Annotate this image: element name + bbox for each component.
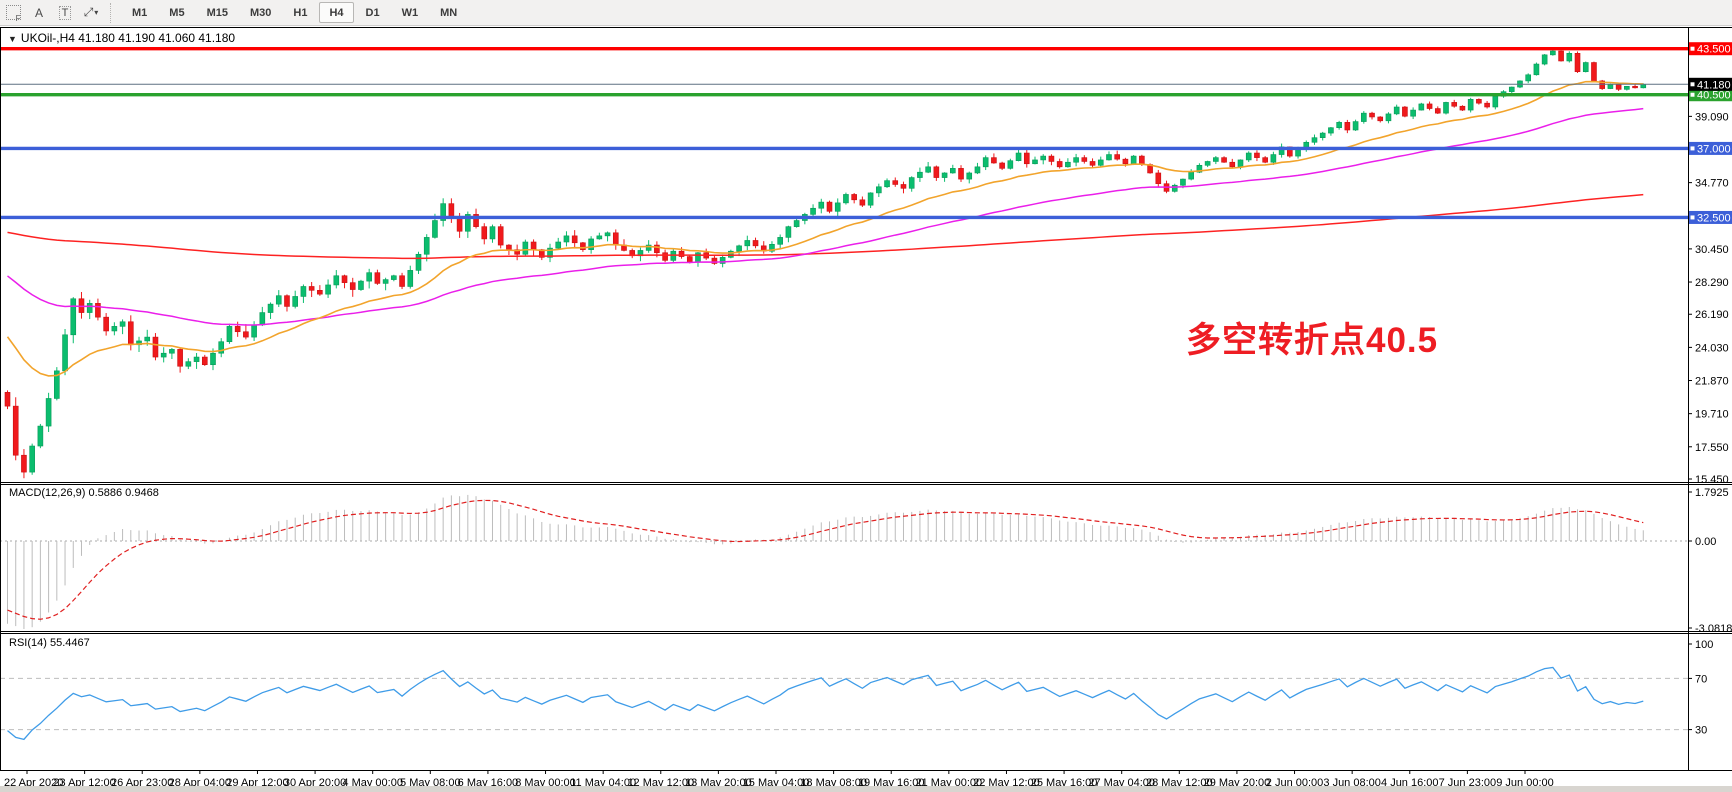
svg-text:34.770: 34.770 [1695,178,1729,190]
timeframe-button-m15[interactable]: M15 [206,6,228,19]
toolbar: F A T ⤢ ▾ M1 M5 M15 M30 H1 H4 D1 W1 MN [0,0,1732,26]
price-badge-40.500: 40.500 [1689,88,1732,102]
svg-text:24.030: 24.030 [1695,342,1729,354]
timeframe-button-m5[interactable]: M5 [169,6,185,19]
svg-text:1.7925: 1.7925 [1695,487,1729,499]
svg-text:37.000: 37.000 [1697,143,1731,155]
chart-collapse-icon[interactable]: ▼ [8,34,17,44]
current-price-badge: 41.180 [1689,77,1732,91]
svg-text:100: 100 [1695,639,1713,651]
svg-text:32.500: 32.500 [1697,212,1731,224]
price-axis: 39.090 34.770 30.450 28.290 26.190 24.030 21.8… [1688,42,1732,486]
price-badge-43.500: 43.500 [1689,42,1732,56]
candles [4,49,1647,479]
toolbar-separator [110,2,117,23]
svg-text:43.500: 43.500 [1697,44,1731,56]
svg-text:-3.0818: -3.0818 [1695,623,1732,635]
rsi-panel [0,666,1688,741]
insert-text-icon[interactable]: A [34,5,43,20]
ma-mid-line [7,107,1644,326]
timeframe-button-h1[interactable]: H1 [293,6,308,19]
timeframe-button-m30[interactable]: M30 [249,6,272,19]
indicator-axes: 1.7925 0.00 -3.0818 100 70 30 [1688,487,1732,737]
svg-text:70: 70 [1695,673,1707,685]
svg-text:30: 30 [1695,725,1707,737]
level-lines [0,47,1688,220]
rsi-indicator-label: RSI(14) 55.4467 [9,637,90,649]
price-badge-32.500: 32.500 [1689,210,1732,224]
tool-dropdown-caret-icon[interactable]: ▾ [94,8,99,17]
svg-text:21.870: 21.870 [1695,376,1729,388]
svg-text:26.190: 26.190 [1695,309,1729,321]
toolbar-tools: F A T ⤢ ▾ [0,3,104,23]
svg-text:15.450: 15.450 [1695,474,1729,486]
insert-label-icon[interactable]: T [53,3,77,23]
chart-title: ▼ UKOil-,H4 41.180 41.190 41.060 41.180 [8,31,235,45]
svg-text:30.450: 30.450 [1695,244,1729,256]
svg-text:28.290: 28.290 [1695,277,1729,289]
snap-grid-icon[interactable]: F [1,3,25,23]
ma-slow-line [7,193,1644,260]
timeframe-button-m1[interactable]: M1 [132,6,148,19]
svg-text:19.710: 19.710 [1695,409,1729,421]
chart-canvas: 39.090 34.770 30.450 28.290 26.190 24.030 21.8… [0,27,1732,789]
svg-text:41.180: 41.180 [1697,79,1731,91]
window-bottom-strip [0,786,1732,792]
rsi-line [7,666,1644,741]
timeframe-button-d1[interactable]: D1 [365,6,380,19]
timeframe-button-w1[interactable]: W1 [401,6,419,19]
svg-text:0.00: 0.00 [1695,536,1716,548]
arrow-tools-icon[interactable]: ⤢ ▾ [83,5,99,19]
svg-text:17.550: 17.550 [1695,442,1729,454]
chart-title-text: UKOil-,H4 41.180 41.190 41.060 41.180 [20,31,236,45]
chart-annotation-text: 多空转折点40.5 [1186,321,1439,360]
timeframe-button-h4[interactable]: H4 [319,2,354,23]
timeframe-buttons: M1 M5 M15 M30 H1 H4 D1 W1 MN [121,2,468,23]
svg-text:40.500: 40.500 [1697,90,1731,102]
macd-panel [0,494,1688,629]
ma-fast-line [6,80,1644,377]
price-badge-37.000: 37.000 [1689,141,1732,155]
timeframe-button-mn[interactable]: MN [440,6,458,19]
svg-text:39.090: 39.090 [1695,111,1729,123]
moving-averages [6,80,1644,377]
macd-indicator-label: MACD(12,26,9) 0.5886 0.9468 [9,487,159,499]
macd-signal-line [7,499,1644,620]
panel-borders [0,27,1732,771]
